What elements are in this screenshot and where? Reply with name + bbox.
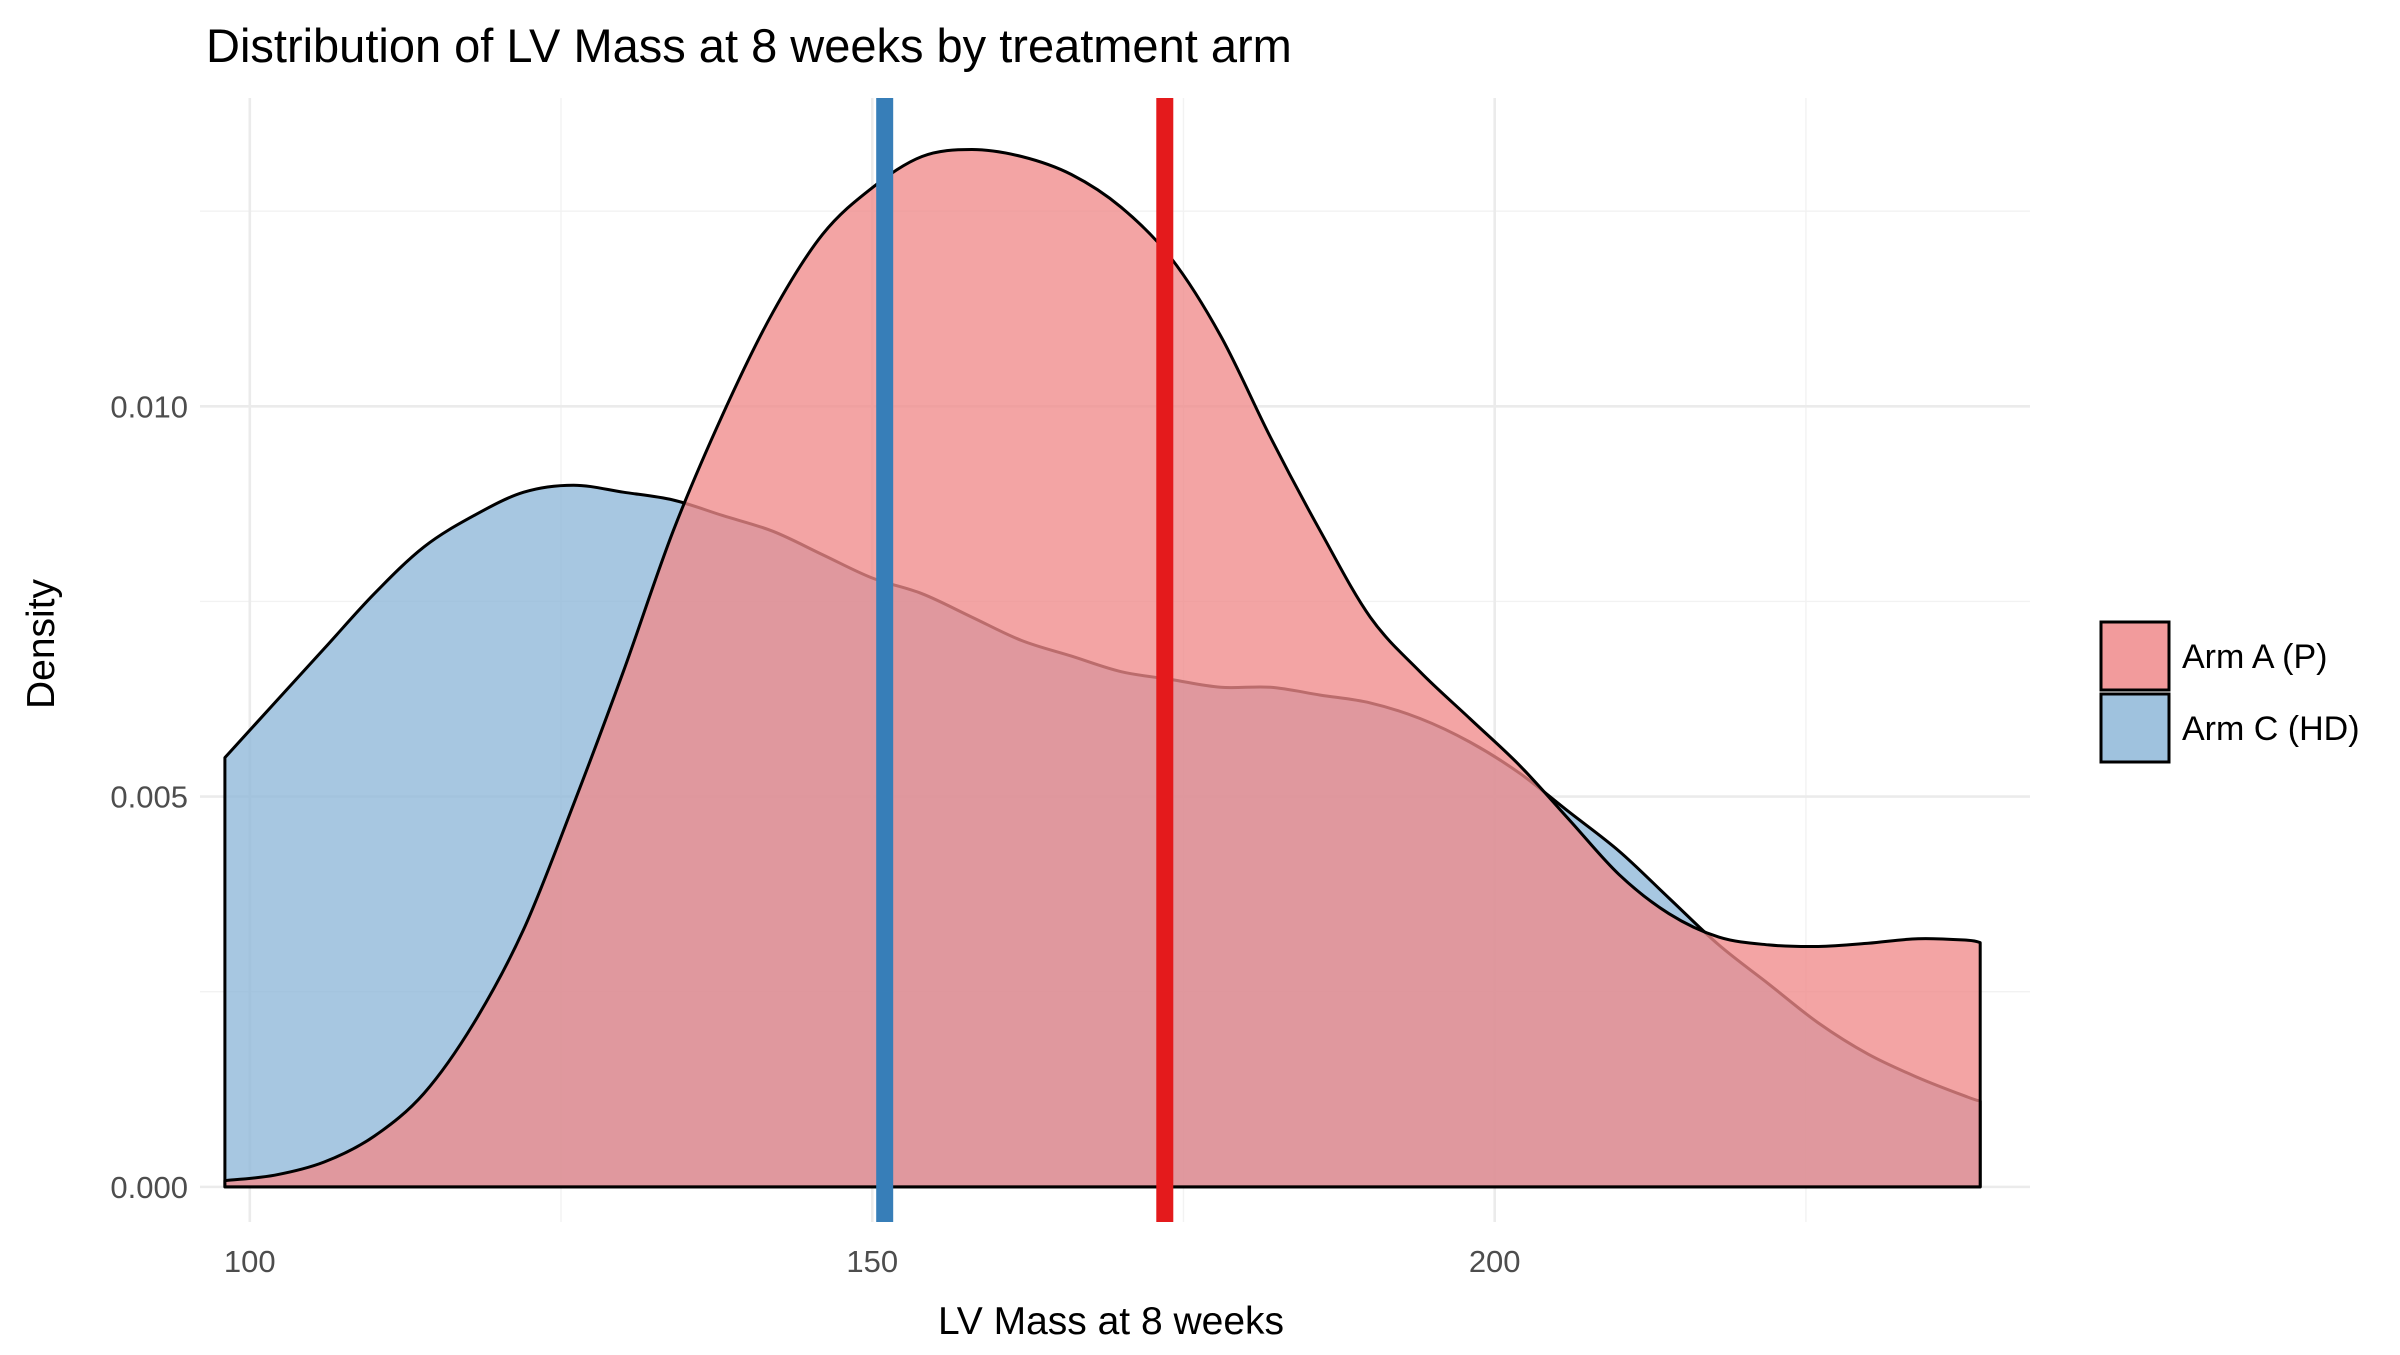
mean-lines bbox=[876, 98, 1174, 1222]
legend-label-arm-a-p: Arm A (P) bbox=[2182, 638, 2327, 676]
legend-key-arm-c-hd bbox=[2099, 692, 2171, 764]
tick-labels: 100 150 200 0.000 0.005 0.010 bbox=[110, 389, 1520, 1279]
legend-key-arm-a-p bbox=[2099, 620, 2171, 692]
y-axis-title: Density bbox=[20, 578, 63, 709]
x-tick-label: 100 bbox=[224, 1244, 276, 1279]
chart-title: Distribution of LV Mass at 8 weeks by tr… bbox=[206, 19, 1292, 72]
y-tick-label: 0.010 bbox=[110, 389, 188, 424]
x-tick-label: 150 bbox=[846, 1244, 898, 1279]
x-axis-title: LV Mass at 8 weeks bbox=[938, 1300, 1284, 1343]
density-area-arm-a-p bbox=[223, 148, 1982, 1189]
legend: Arm A (P) Arm C (HD) bbox=[2099, 620, 2360, 764]
y-tick-label: 0.000 bbox=[110, 1170, 188, 1205]
x-tick-label: 200 bbox=[1469, 1244, 1521, 1279]
density-areas bbox=[223, 148, 1982, 1189]
y-tick-label: 0.005 bbox=[110, 780, 188, 815]
legend-label-arm-c-hd: Arm C (HD) bbox=[2182, 710, 2360, 748]
